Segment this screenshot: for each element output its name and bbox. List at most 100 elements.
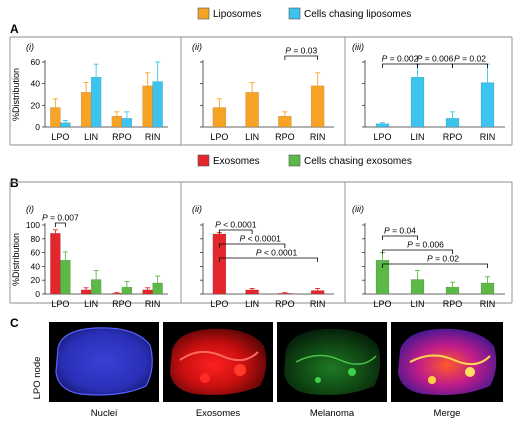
x-tick-label: LIN <box>410 132 424 142</box>
legend-swatch-cells-exosomes <box>288 154 301 167</box>
significance-label: P < 0.0001 <box>215 220 257 230</box>
chart-b-iii: (iii) LPO LIN RPO RIN P = 0.04 P = 0.006 P = 0.… <box>352 204 505 309</box>
y-tick-label: 20 <box>31 275 41 285</box>
x-tick-label: LIN <box>84 299 98 309</box>
x-tick-label: RIN <box>145 299 161 309</box>
panel-frames <box>9 36 513 304</box>
image-exosomes <box>163 322 273 402</box>
y-tick-label: 20 <box>31 100 41 110</box>
y-tick-label: 40 <box>31 261 41 271</box>
charts: (i) %Distribution 0 20 40 60 LPO LIN RPO RIN (ii) L… <box>11 42 505 309</box>
y-tick-label: 60 <box>31 248 41 258</box>
significance-label: P = 0.002 <box>382 54 419 64</box>
x-tick-label: RPO <box>275 132 295 142</box>
significance-bracket <box>54 222 66 227</box>
significance-label: P = 0.04 <box>384 226 416 236</box>
x-tick-label: RIN <box>310 132 326 142</box>
x-tick-label: RPO <box>112 132 132 142</box>
legend-swatch-exosomes <box>197 154 210 167</box>
x-tick-label: LPO <box>51 299 69 309</box>
bar <box>50 233 61 295</box>
significance-bracket <box>417 63 453 68</box>
x-tick-label: LPO <box>210 132 228 142</box>
caption-merge: Merge <box>434 408 461 419</box>
x-tick-label: LIN <box>84 132 98 142</box>
significance-bracket <box>382 263 488 268</box>
caption-melanoma: Melanoma <box>310 408 355 419</box>
y-axis-label: %Distribution <box>11 68 21 121</box>
chart-a-ii: (ii) LPO LIN RPO RIN P = 0.03 <box>192 42 334 142</box>
y-tick-label: 80 <box>31 234 41 244</box>
significance-label: P = 0.03 <box>285 46 317 56</box>
legend-b: Exosomes Cells chasing exosomes <box>197 154 412 167</box>
y-tick-label: 0 <box>35 289 40 299</box>
significance-label: P < 0.0001 <box>239 234 281 244</box>
x-tick-label: LPO <box>373 132 391 142</box>
x-tick-label: RIN <box>145 132 161 142</box>
legend-label-cells-liposomes: Cells chasing liposomes <box>304 9 411 20</box>
legend-swatch-liposomes <box>197 7 210 20</box>
panel-label: (iii) <box>352 204 364 214</box>
x-tick-label: LPO <box>51 132 69 142</box>
legend-label-exosomes: Exosomes <box>213 156 260 167</box>
panel-label: (i) <box>26 204 34 214</box>
panel-label: (ii) <box>192 204 202 214</box>
significance-label: P = 0.006 <box>417 54 454 64</box>
caption-exosomes: Exosomes <box>196 408 241 419</box>
chart-b-ii: (ii) LPO LIN RPO RIN P < 0.0001 P < 0.0001 P < … <box>192 204 334 309</box>
x-tick-label: LIN <box>245 299 259 309</box>
x-tick-label: RIN <box>480 132 496 142</box>
section-label-c: C <box>10 316 19 330</box>
significance-label: P = 0.007 <box>42 213 79 223</box>
significance-label: P < 0.0001 <box>256 248 298 258</box>
frame-a <box>9 36 513 146</box>
y-axis-label: %Distribution <box>11 233 21 286</box>
significance-bracket <box>382 63 418 68</box>
significance-label: P = 0.02 <box>427 254 459 264</box>
x-tick-label: LPO <box>210 299 228 309</box>
y-tick-label: 100 <box>26 220 40 230</box>
x-tick-label: LPO <box>373 299 391 309</box>
image-row-label: LPO node <box>32 357 43 400</box>
legend-swatch-cells-liposomes <box>288 7 301 20</box>
x-tick-label: LIN <box>410 299 424 309</box>
image-nuclei <box>49 322 159 402</box>
image-melanoma <box>277 322 387 402</box>
x-tick-label: RPO <box>275 299 295 309</box>
y-tick-label: 40 <box>31 79 41 89</box>
significance-bracket <box>218 243 286 248</box>
significance-bracket <box>452 63 488 68</box>
caption-nuclei: Nuclei <box>91 408 117 419</box>
panel-label: (ii) <box>192 42 202 52</box>
significance-bracket <box>284 55 319 60</box>
panel-label: (iii) <box>352 42 364 52</box>
frame-b <box>9 181 513 304</box>
legend-label-cells-exosomes: Cells chasing exosomes <box>304 156 412 167</box>
section-label-b: B <box>10 176 19 190</box>
significance-bracket <box>382 235 418 240</box>
legend-a: Liposomes Cells chasing liposomes <box>197 7 411 20</box>
image-row: LPO node Nuclei Exosomes <box>32 322 503 419</box>
significance-bracket <box>218 229 253 234</box>
panel-label: (i) <box>26 42 34 52</box>
chart-a-i: (i) %Distribution 0 20 40 60 LPO LIN RPO RIN <box>11 42 168 142</box>
section-label-a: A <box>10 22 19 36</box>
x-tick-label: RPO <box>443 132 463 142</box>
significance-label: P = 0.006 <box>407 240 444 250</box>
significance-label: P = 0.02 <box>454 54 486 64</box>
y-tick-label: 0 <box>35 122 40 132</box>
y-tick-label: 60 <box>31 57 41 67</box>
bar <box>212 233 227 295</box>
chart-b-i: (i) %Distribution 0 20 40 60 80 100 LPO LIN RPO RIN… <box>11 204 168 309</box>
significance-bracket <box>382 249 453 254</box>
x-tick-label: LIN <box>245 132 259 142</box>
x-tick-label: RPO <box>112 299 132 309</box>
x-tick-label: RIN <box>310 299 326 309</box>
image-merge <box>391 322 503 402</box>
significance-bracket <box>218 257 319 262</box>
legend-label-liposomes: Liposomes <box>213 9 261 20</box>
x-tick-label: RPO <box>443 299 463 309</box>
x-tick-label: RIN <box>480 299 496 309</box>
